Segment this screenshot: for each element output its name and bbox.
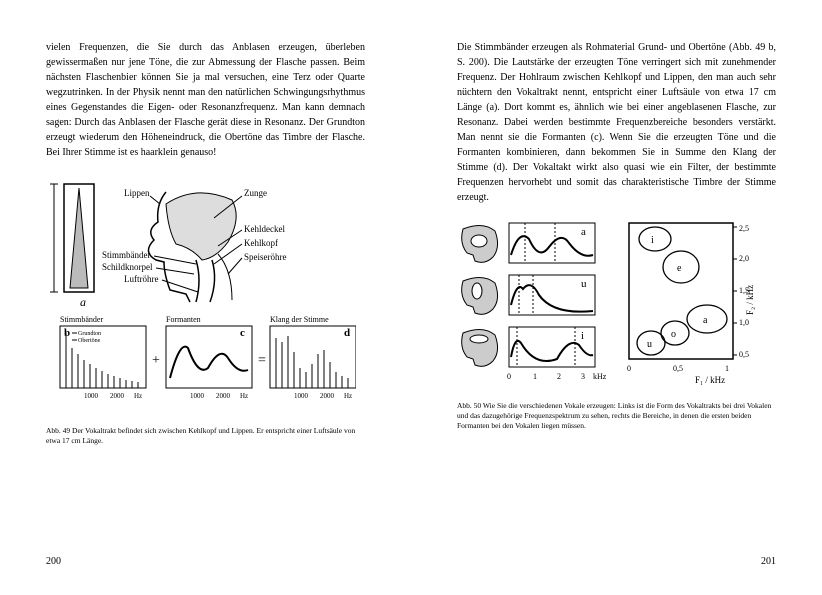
page-right: Die Stimmbänder erzeugen als Rohmaterial… [411,0,822,595]
svg-text:0,5: 0,5 [739,350,749,359]
svg-text:2,5: 2,5 [739,224,749,233]
fig49-air-column: 17 cm a [46,184,94,309]
panel-a-label: a [80,295,86,309]
svg-text:2,0: 2,0 [739,254,749,263]
svg-text:kHz: kHz [593,372,607,381]
svg-text:2: 2 [557,372,561,381]
svg-text:3: 3 [581,372,585,381]
vowel-row-i: i 0 1 2 3 kHz [462,327,607,381]
svg-text:a: a [703,315,708,326]
label-lippen: Lippen [124,188,150,198]
vowel-row-u: u [462,275,595,315]
svg-text:i: i [651,235,654,246]
vowel-row-a: a [462,223,595,263]
svg-text:2000: 2000 [216,392,231,400]
plus-sign: + [152,353,160,368]
svg-text:1000: 1000 [294,392,309,400]
svg-text:0: 0 [627,364,631,373]
svg-text:e: e [677,263,682,274]
fig50-caption: Abb. 50 Wie Sie die verschiedenen Vokale… [457,401,776,431]
svg-text:1: 1 [533,372,537,381]
page-number-right: 201 [761,556,776,567]
vowel-label-i: i [581,330,584,342]
svg-text:Hz: Hz [134,392,142,400]
page-left: vielen Frequenzen, die Sie durch das Anb… [0,0,411,595]
spectrum-panel-d: Klang der Stimme d [270,315,356,400]
label-kehldeckel: Kehldeckel [244,224,285,234]
fig50-svg: a u [457,219,767,389]
label-stimmbaender: Stimmbänder [102,250,151,260]
page-number-left: 200 [46,556,61,567]
figure-49: 17 cm a [46,174,365,414]
svg-text:u: u [647,339,652,350]
panel-b-label: b [64,327,70,339]
equals-sign: = [258,353,266,368]
svg-text:o: o [671,329,676,340]
vowel-label-a: a [581,226,586,238]
svg-text:0: 0 [507,372,511,381]
book-spread: vielen Frequenzen, die Sie durch das Anb… [0,0,822,595]
left-body-text: vielen Frequenzen, die Sie durch das Anb… [46,40,365,160]
vowel-rows: a u [462,223,607,381]
panel-d-label: d [344,327,350,339]
right-body-text: Die Stimmbänder erzeugen als Rohmaterial… [457,40,776,205]
svg-text:1000: 1000 [190,392,205,400]
label-schildknorpel: Schildknorpel [102,262,153,272]
svg-text:2000: 2000 [320,392,335,400]
svg-text:Hz: Hz [344,392,352,400]
fig49-spectra: Lautstärke Stimmbänder b Grundton Obertö… [46,315,356,414]
legend-grundton: Grundton [78,331,101,337]
panel-b-title: Stimmbänder [60,315,103,324]
svg-text:2000: 2000 [110,392,125,400]
fig49-svg: 17 cm a [46,174,356,414]
f1-axis-label: F₁ / kHz [695,375,725,385]
label-luftroehre: Luftröhre [124,274,158,284]
svg-text:1000: 1000 [84,392,99,400]
fig49-head-profile [148,192,236,302]
label-kehlkopf: Kehlkopf [244,238,278,248]
figure-50: a u [457,219,776,389]
spectrum-panel-c: Formanten c 1000 2000 Hz [166,315,252,400]
vowel-label-u: u [581,278,587,290]
legend-obertoene: Obertöne [78,338,101,344]
panel-c-label: c [240,327,245,339]
panel-d-title: Klang der Stimme [270,315,329,324]
panel-c-title: Formanten [166,315,201,324]
label-zunge: Zunge [244,188,267,198]
svg-text:0,5: 0,5 [673,364,683,373]
fig49-caption: Abb. 49 Der Vokaltrakt befindet sich zwi… [46,426,365,446]
label-speiseroehre: Speiseröhre [244,252,287,262]
f2-axis-label: F₂ / kHz [745,285,755,315]
spectrum-panel-b: Stimmbänder b Grundton Obertöne [60,315,146,400]
svg-text:Hz: Hz [240,392,248,400]
svg-text:1,0: 1,0 [739,318,749,327]
svg-text:1: 1 [725,364,729,373]
formant-plot: 2,5 2,0 1,5 1,0 0,5 0 0,5 1 [627,223,755,385]
